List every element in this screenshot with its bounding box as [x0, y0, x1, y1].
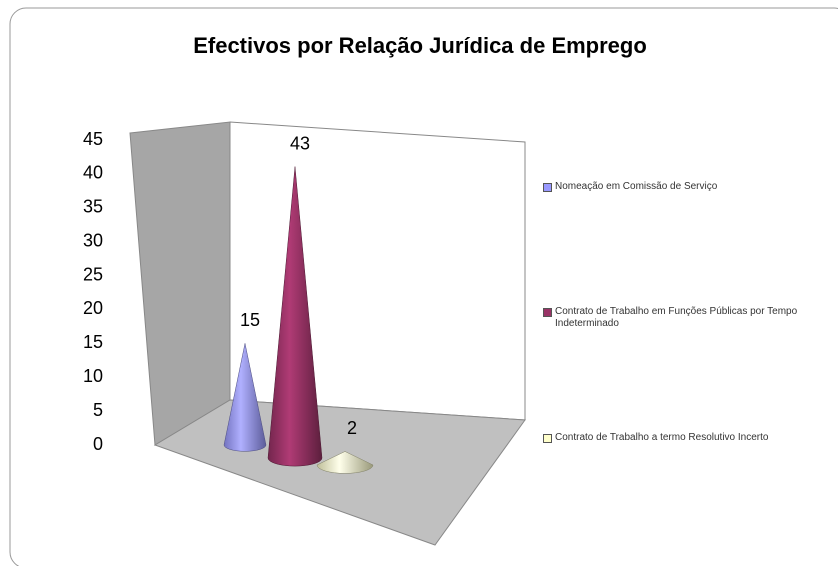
legend-swatch: [543, 183, 552, 192]
chart-title: Efectivos por Relação Jurídica de Empreg…: [193, 33, 647, 58]
legend-swatch: [543, 434, 552, 443]
legend-label: Contrato de Trabalho a termo Resolutivo …: [555, 432, 769, 443]
y-tick-label: 20: [83, 298, 103, 318]
y-tick-label: 40: [83, 163, 103, 183]
data-label: 43: [290, 133, 310, 153]
y-tick-label: 25: [83, 264, 103, 284]
data-label: 2: [347, 418, 357, 438]
cone: [223, 343, 267, 452]
y-tick-label: 15: [83, 332, 103, 352]
legend-item: Contrato de Trabalho em Funções Públicas…: [543, 306, 803, 330]
y-tick-label: 45: [83, 129, 103, 149]
y-tick-label: 0: [93, 434, 103, 454]
legend-item: Contrato de Trabalho a termo Resolutivo …: [543, 432, 803, 444]
y-tick-label: 35: [83, 197, 103, 217]
legend-item: Nomeação em Comissão de Serviço: [543, 181, 803, 193]
legend-label: Contrato de Trabalho em Funções Públicas…: [555, 306, 798, 329]
y-tick-label: 5: [93, 400, 103, 420]
y-tick-label: 10: [83, 366, 103, 386]
data-label: 15: [240, 310, 260, 330]
back-wall: [229, 121, 526, 421]
cone: [316, 451, 374, 474]
cone: [267, 166, 323, 467]
legend-label: Nomeação em Comissão de Serviço: [555, 181, 718, 192]
legend-swatch: [543, 308, 552, 317]
y-tick-label: 30: [83, 230, 103, 250]
